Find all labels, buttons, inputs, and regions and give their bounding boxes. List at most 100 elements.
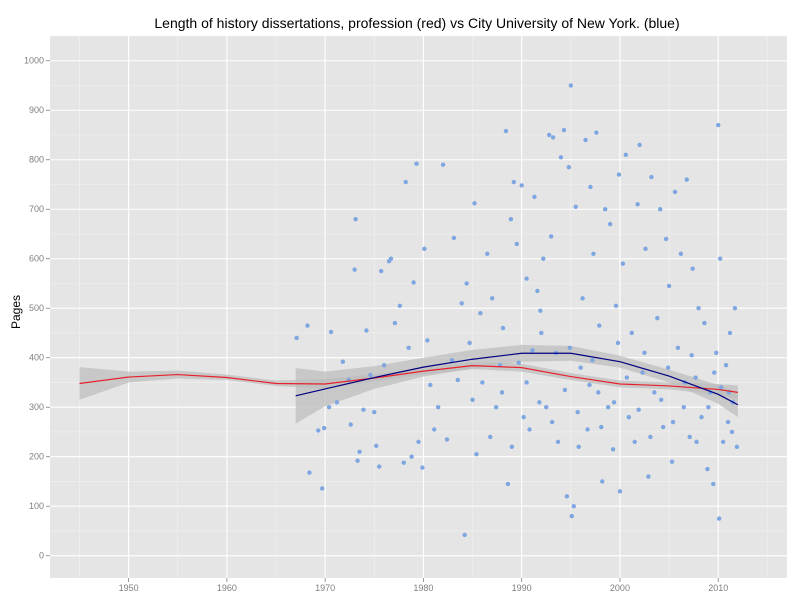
data-point (444, 437, 450, 442)
confidence-ribbon (295, 344, 738, 424)
data-point (734, 444, 740, 450)
data-point (516, 360, 521, 365)
data-point (316, 428, 321, 433)
y-tick-label: 0 (39, 551, 44, 561)
data-point (723, 362, 729, 368)
data-point (611, 400, 617, 405)
data-point (478, 310, 483, 316)
data-point (459, 301, 464, 306)
data-point (500, 325, 506, 331)
data-point (666, 283, 672, 289)
data-point (675, 345, 681, 351)
data-point (420, 465, 425, 470)
data-point (642, 350, 647, 355)
data-point (727, 330, 733, 336)
data-point (328, 329, 334, 335)
data-point (594, 130, 599, 135)
data-point (361, 407, 366, 412)
data-point (411, 280, 416, 285)
data-point (549, 419, 555, 425)
data-point (509, 444, 515, 450)
data-point (474, 452, 479, 457)
data-point (462, 532, 467, 538)
data-point (615, 340, 621, 346)
y-tick-label: 800 (29, 155, 44, 165)
data-point (610, 447, 616, 452)
data-point (353, 216, 358, 222)
data-point (635, 202, 640, 207)
data-point (428, 382, 433, 388)
data-point (307, 470, 312, 475)
data-point (568, 83, 574, 88)
data-point (544, 405, 549, 410)
data-point (600, 479, 605, 484)
data-point (422, 246, 427, 252)
x-tick-label: 1990 (512, 583, 532, 593)
data-point (505, 481, 511, 487)
data-point (340, 359, 346, 364)
data-point (655, 315, 660, 321)
x-tick-label: 2010 (708, 583, 728, 593)
data-point (725, 419, 731, 425)
data-point (414, 161, 419, 166)
data-point (580, 296, 585, 301)
data-point (535, 288, 540, 294)
data-point (493, 405, 499, 410)
data-point (503, 128, 509, 134)
data-point (467, 340, 472, 346)
data-point (714, 350, 719, 355)
data-point (532, 194, 537, 200)
data-point (470, 397, 475, 403)
data-point (524, 276, 529, 281)
data-point (357, 449, 362, 454)
data-point (583, 137, 588, 143)
data-point (355, 458, 360, 463)
data-point (623, 152, 629, 157)
y-axis-label: Pages (9, 295, 23, 329)
data-point (585, 427, 590, 432)
data-point (555, 439, 561, 445)
data-point (659, 397, 664, 403)
data-point (561, 127, 567, 133)
minor-grid (50, 35, 787, 578)
data-point (352, 267, 357, 272)
data-point (455, 377, 461, 383)
data-point (485, 251, 490, 256)
data-point (416, 439, 421, 445)
x-tick-label: 1960 (217, 583, 237, 593)
data-point (632, 439, 637, 445)
y-tick-label: 100 (29, 501, 44, 511)
data-point (480, 380, 485, 385)
x-tick-label: 1950 (119, 583, 139, 593)
data-point (732, 306, 738, 311)
data-point (576, 444, 581, 450)
smooth-line (295, 352, 739, 406)
data-point (368, 372, 373, 378)
data-point (702, 320, 707, 326)
data-point (591, 251, 596, 256)
y-tick-label: 200 (29, 452, 44, 462)
data-point (620, 261, 626, 266)
data-point (658, 207, 663, 212)
data-point (392, 320, 398, 326)
data-point (401, 460, 406, 465)
data-point (397, 303, 403, 308)
data-point (669, 459, 675, 464)
data-point (681, 405, 687, 410)
data-point (684, 177, 689, 182)
data-point (374, 443, 379, 449)
data-point (696, 306, 701, 311)
data-point (490, 296, 495, 301)
data-point (689, 353, 694, 358)
data-point (596, 390, 601, 395)
data-point (562, 387, 568, 393)
data-point (464, 281, 469, 286)
data-point (539, 330, 544, 336)
data-point (451, 235, 457, 241)
data-point (694, 439, 699, 445)
data-point (616, 172, 622, 177)
x-axis-ticks: 1950 1960 1970 1980 1990 2000 2010 (119, 578, 728, 593)
y-tick-label: 300 (29, 402, 44, 412)
data-point (564, 494, 570, 499)
